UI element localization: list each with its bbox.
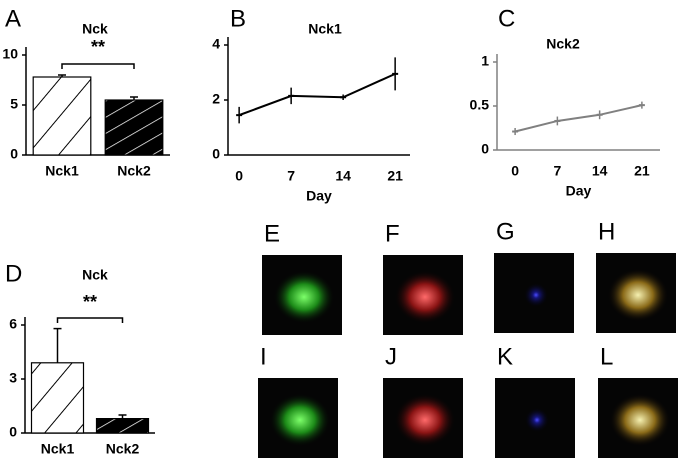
cell — [610, 394, 670, 446]
panel-letter: F — [385, 220, 400, 247]
chart-title: Nck — [82, 21, 108, 37]
bar — [104, 99, 164, 156]
bar — [30, 362, 85, 434]
panel-letter: E — [264, 220, 280, 247]
panel-letter: I — [260, 343, 267, 370]
y-tick-label: 4 — [212, 36, 220, 52]
panel-letter: K — [497, 343, 513, 370]
panel-letter: H — [598, 218, 615, 245]
x-tick-label: Nck2 — [106, 441, 140, 457]
y-tick-label: 0 — [10, 146, 18, 162]
panel-letter: B — [230, 5, 246, 32]
y-tick-label: 3 — [9, 370, 17, 386]
chart-title: Nck2 — [546, 36, 580, 52]
bar — [95, 418, 150, 434]
panel-letter: A — [5, 5, 21, 32]
y-tick-label: 5 — [10, 96, 18, 112]
x-tick-label: 0 — [235, 168, 243, 184]
x-tick-label: 14 — [592, 163, 608, 179]
y-tick-label: 6 — [9, 316, 17, 332]
panel-letter: G — [496, 218, 515, 245]
x-tick-label: 7 — [553, 163, 561, 179]
cell — [524, 283, 548, 307]
chart-title: Nck1 — [308, 21, 342, 37]
chart-title: Nck — [82, 267, 108, 283]
significance-bracket — [56, 317, 124, 323]
x-tick-label: 0 — [511, 163, 519, 179]
y-tick-label: 0 — [9, 424, 17, 440]
y-tick-label: 0.5 — [470, 97, 490, 113]
panel-letter: L — [600, 343, 613, 370]
cell — [525, 408, 549, 432]
x-tick-label: 7 — [287, 168, 295, 184]
significance-bracket — [61, 63, 135, 69]
y-tick-label: 0 — [212, 146, 220, 162]
x-tick-label: Nck1 — [41, 441, 75, 457]
line — [514, 104, 643, 133]
y-tick-label: 2 — [212, 91, 220, 107]
x-tick-label: 14 — [335, 168, 351, 184]
y-tick-label: 1 — [481, 53, 489, 69]
significance-label: ** — [91, 37, 105, 57]
panel-letter: C — [498, 5, 515, 32]
cell — [395, 394, 455, 446]
x-tick-label: Nck1 — [45, 163, 79, 179]
y-tick-label: 10 — [2, 46, 18, 62]
panel-letter: D — [5, 260, 22, 287]
x-tick-label: Nck2 — [117, 163, 151, 179]
x-axis-label: Day — [306, 188, 332, 204]
bar — [32, 76, 92, 156]
x-axis-label: Day — [566, 183, 592, 199]
line — [238, 72, 396, 117]
cell — [270, 394, 330, 446]
x-tick-label: 21 — [387, 168, 403, 184]
cell — [395, 271, 455, 323]
x-tick-label: 21 — [634, 163, 650, 179]
y-tick-label: 0 — [481, 141, 489, 157]
panel-letter: J — [385, 343, 397, 370]
significance-label: ** — [83, 292, 97, 312]
cell — [274, 271, 334, 323]
cell — [608, 269, 668, 321]
